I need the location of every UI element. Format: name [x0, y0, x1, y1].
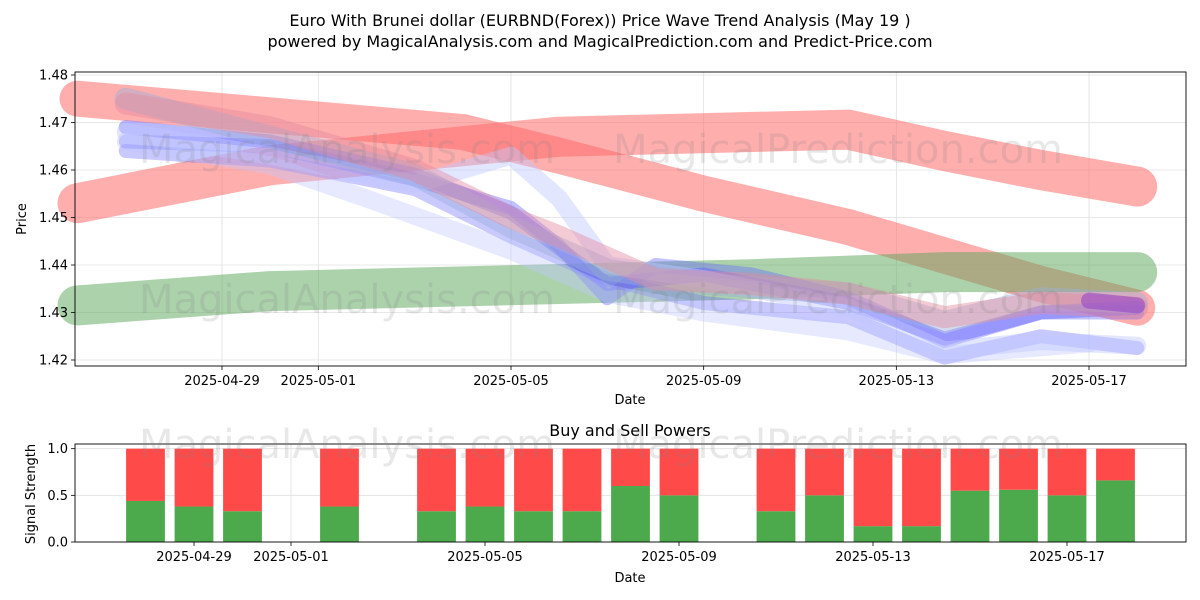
x-tick-label: 2025-05-09: [666, 374, 742, 389]
x-tick-label: 2025-05-01: [253, 550, 329, 565]
wave-series-band: [118, 134, 1145, 348]
sell-power-bar: [659, 448, 699, 496]
sell-power-bar: [853, 448, 893, 527]
wave-series-band: [57, 252, 1158, 326]
sell-power-bar: [1047, 448, 1087, 496]
signal-chart-frame: [74, 443, 1187, 543]
sell-power-bar: [465, 448, 505, 507]
y-tick-label: 1.47: [39, 116, 68, 131]
buy-power-bar: [562, 511, 602, 542]
wave-series-band: [118, 144, 1145, 365]
chart-title-line2: powered by MagicalAnalysis.com and Magic…: [267, 32, 932, 51]
buy-power-bar: [805, 495, 844, 542]
sell-power-bar: [756, 448, 796, 512]
buy-power-bar: [514, 511, 553, 542]
buy-power-bar: [659, 495, 699, 542]
y-tick-label: 1.46: [39, 164, 68, 179]
x-tick-label: 2025-04-29: [184, 374, 260, 389]
buy-power-bar: [1096, 480, 1135, 542]
sell-power-bar: [805, 448, 844, 496]
wave-series-band: [114, 87, 1149, 333]
sell-power-bar: [562, 448, 602, 512]
y-tick-label: 1.44: [39, 259, 68, 274]
price-chart-axes: 2025-04-29 2025-05-01 2025-05-05 2025-05-09…: [39, 69, 1187, 389]
buy-power-bar: [417, 511, 456, 542]
sell-power-bar: [174, 448, 214, 507]
y-tick-label: 1.42: [39, 354, 68, 369]
sell-power-bar: [611, 448, 650, 486]
watermark-text: MagicalAnalysis.com: [139, 127, 555, 173]
x-tick-label: 2025-05-17: [1051, 374, 1127, 389]
y-tick-label: 1.0: [47, 442, 68, 457]
price-chart-frame: [74, 71, 1187, 367]
y-tick-label: 0.5: [47, 489, 68, 504]
buy-power-bar: [902, 526, 941, 542]
price-chart-ylabel: Price: [15, 203, 30, 235]
sell-power-bar: [514, 448, 553, 512]
y-tick-label: 0.0: [47, 536, 68, 551]
wave-series-band: [118, 120, 1145, 346]
buy-power-bar: [223, 511, 262, 542]
buy-power-bar: [950, 490, 990, 542]
watermark-text: MagicalAnalysis.com: [139, 277, 555, 323]
buy-power-bar: [126, 500, 165, 542]
y-tick-label: 1.48: [39, 69, 68, 84]
buy-power-bar: [756, 511, 796, 542]
sell-power-bar: [320, 448, 359, 507]
wave-series-band: [57, 109, 1158, 224]
wave-series-band: [1081, 292, 1146, 314]
watermark-text: MagicalPrediction.com: [613, 422, 1063, 468]
price-chart-xlabel: Date: [614, 393, 645, 408]
sell-power-bar: [902, 448, 941, 527]
buy-power-bar: [465, 506, 505, 542]
x-tick-label: 2025-05-05: [473, 374, 549, 389]
signal-chart-axes: 2025-04-29 2025-05-01 2025-05-05 2025-05-09…: [47, 442, 1187, 565]
signal-chart-ylabel: Signal Strength: [24, 444, 39, 544]
buy-power-bar: [320, 506, 359, 542]
signal-chart-title: Buy and Sell Powers: [549, 421, 711, 440]
buy-power-bar: [999, 489, 1038, 542]
buy-power-bar: [1047, 495, 1087, 542]
buy-power-bar: [611, 486, 650, 542]
sell-power-bar: [1096, 448, 1135, 481]
x-tick-label: 2025-05-05: [447, 550, 523, 565]
wave-series-band: [116, 132, 1098, 365]
x-tick-label: 2025-05-13: [835, 550, 911, 565]
wave-series-band: [114, 92, 1149, 329]
sell-power-bar: [950, 448, 990, 491]
sell-power-bar: [999, 448, 1038, 490]
sell-power-bar: [126, 448, 165, 501]
sell-power-bar: [417, 448, 456, 512]
wave-series-band: [116, 123, 1147, 360]
signal-bars: [126, 448, 1135, 542]
watermark-text: MagicalPrediction.com: [613, 127, 1063, 173]
price-wave-series: [57, 80, 1158, 365]
x-tick-label: 2025-04-29: [156, 550, 232, 565]
sell-power-bar: [223, 448, 262, 512]
buy-power-bar: [853, 526, 893, 542]
chart-title-line1: Euro With Brunei dollar (EURBND(Forex)) …: [289, 11, 910, 30]
y-tick-label: 1.43: [39, 306, 68, 321]
x-tick-label: 2025-05-01: [281, 374, 357, 389]
x-tick-label: 2025-05-13: [859, 374, 935, 389]
x-tick-label: 2025-05-09: [641, 550, 717, 565]
watermark-text: MagicalAnalysis.com: [139, 422, 555, 468]
signal-chart-xlabel: Date: [614, 571, 645, 586]
x-tick-label: 2025-05-17: [1029, 550, 1105, 565]
watermarks: MagicalAnalysis.com MagicalPrediction.com…: [139, 127, 1063, 468]
watermark-text: MagicalPrediction.com: [613, 277, 1063, 323]
y-tick-label: 1.45: [39, 211, 68, 226]
buy-power-bar: [174, 506, 214, 542]
